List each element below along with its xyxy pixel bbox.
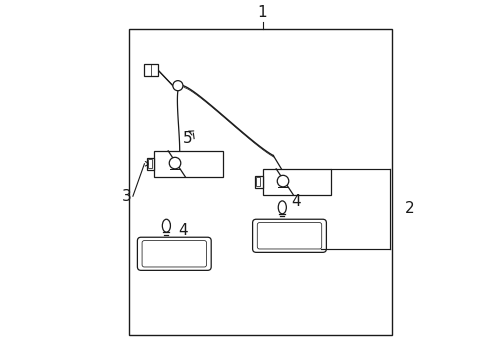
Circle shape — [277, 175, 288, 187]
Ellipse shape — [162, 219, 170, 232]
Text: 4: 4 — [291, 194, 300, 209]
Ellipse shape — [278, 201, 286, 214]
Bar — [254, 176, 262, 188]
Bar — [143, 64, 158, 76]
Circle shape — [172, 81, 183, 91]
Text: 3: 3 — [121, 189, 131, 204]
Text: 1: 1 — [257, 5, 267, 20]
FancyBboxPatch shape — [252, 219, 325, 252]
Bar — [154, 151, 223, 177]
Circle shape — [169, 157, 181, 169]
Text: 5: 5 — [183, 131, 192, 146]
Text: 4: 4 — [178, 223, 187, 238]
FancyBboxPatch shape — [137, 237, 211, 270]
Bar — [146, 158, 154, 170]
Text: 2: 2 — [404, 201, 413, 216]
Bar — [129, 29, 391, 335]
Bar — [147, 159, 151, 168]
Bar — [262, 169, 330, 195]
Bar — [255, 177, 259, 186]
